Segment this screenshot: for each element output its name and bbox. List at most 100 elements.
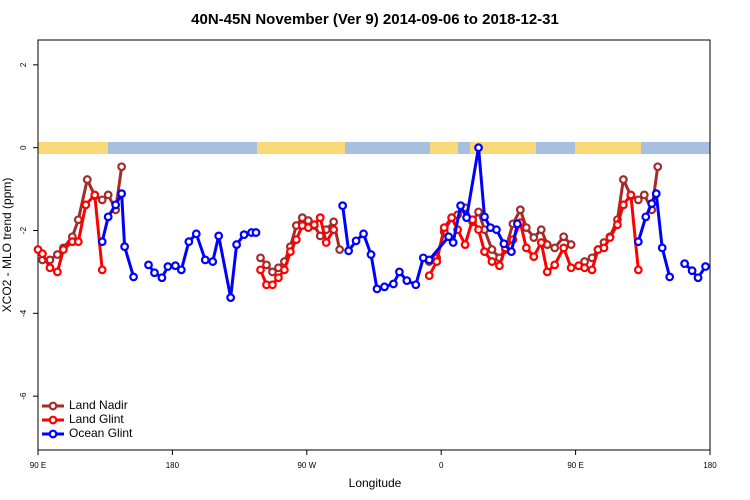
point	[474, 225, 483, 235]
point	[315, 213, 325, 223]
land-strip	[38, 142, 108, 154]
point	[639, 190, 649, 200]
point	[329, 217, 339, 227]
point	[633, 265, 643, 275]
series-line	[42, 166, 660, 274]
point	[359, 229, 368, 239]
point	[566, 240, 576, 249]
point	[144, 260, 153, 270]
point	[647, 199, 657, 208]
point	[411, 280, 421, 290]
point	[335, 245, 345, 254]
point	[515, 205, 525, 215]
x-tick-label: 90 E	[30, 461, 46, 470]
point	[693, 273, 703, 283]
y-tick-label: -6	[19, 392, 28, 400]
point	[599, 243, 609, 253]
point	[432, 257, 442, 266]
point	[487, 245, 497, 254]
point	[58, 245, 68, 254]
point	[38, 249, 47, 259]
point	[448, 238, 458, 247]
point	[529, 252, 539, 261]
land-strip	[257, 142, 345, 154]
point	[687, 266, 697, 276]
point	[200, 255, 210, 265]
legend-label: Ocean Glint	[69, 426, 133, 440]
point	[506, 247, 516, 257]
point	[439, 223, 449, 233]
point	[232, 240, 242, 249]
point	[633, 237, 643, 247]
point	[499, 239, 509, 249]
point	[291, 235, 301, 245]
point	[309, 220, 319, 230]
point	[81, 200, 91, 210]
ocean-strip	[38, 142, 710, 154]
point	[402, 276, 412, 286]
point	[487, 257, 497, 266]
point	[176, 265, 186, 275]
point	[394, 267, 404, 277]
point	[268, 267, 277, 277]
point	[512, 219, 522, 229]
point	[424, 271, 434, 281]
land-strip	[430, 142, 458, 154]
x-tick-label: 180	[166, 461, 180, 470]
point	[97, 237, 107, 247]
point	[613, 220, 622, 230]
legend-label: Land Nadir	[69, 398, 128, 412]
land-ocean-strip	[38, 142, 710, 154]
point	[344, 246, 354, 256]
point	[226, 293, 236, 302]
point	[214, 231, 224, 241]
point	[480, 247, 489, 257]
point	[480, 212, 489, 222]
point	[117, 162, 127, 172]
y-tick-label: -2	[19, 226, 28, 234]
point	[633, 195, 643, 205]
point	[129, 272, 138, 282]
point	[529, 233, 539, 242]
point	[559, 243, 569, 253]
point	[474, 143, 483, 153]
y-tick-label: 0	[19, 145, 28, 150]
point	[321, 238, 331, 247]
land-strip	[575, 142, 641, 154]
point	[97, 195, 107, 205]
point	[120, 242, 130, 252]
point	[460, 240, 470, 249]
point	[605, 233, 615, 242]
point	[45, 263, 55, 273]
point	[559, 232, 569, 242]
point	[150, 268, 159, 278]
point	[536, 238, 546, 247]
point	[285, 247, 295, 257]
point	[587, 265, 597, 275]
point	[447, 213, 457, 223]
point	[424, 255, 434, 265]
point	[208, 257, 218, 266]
point	[653, 162, 663, 172]
point	[521, 243, 531, 253]
point	[73, 237, 83, 247]
point	[580, 263, 589, 273]
point	[462, 213, 471, 223]
point	[566, 263, 576, 273]
point	[701, 262, 710, 271]
land-strip	[470, 142, 536, 154]
point	[641, 212, 651, 222]
point	[111, 200, 121, 210]
point	[542, 267, 552, 277]
point	[268, 280, 277, 290]
point	[103, 190, 113, 200]
point	[351, 236, 361, 246]
point	[103, 212, 113, 222]
point	[251, 228, 261, 237]
point	[389, 279, 398, 289]
point	[280, 265, 289, 275]
point	[380, 282, 389, 292]
point	[550, 243, 560, 253]
point	[117, 189, 127, 199]
